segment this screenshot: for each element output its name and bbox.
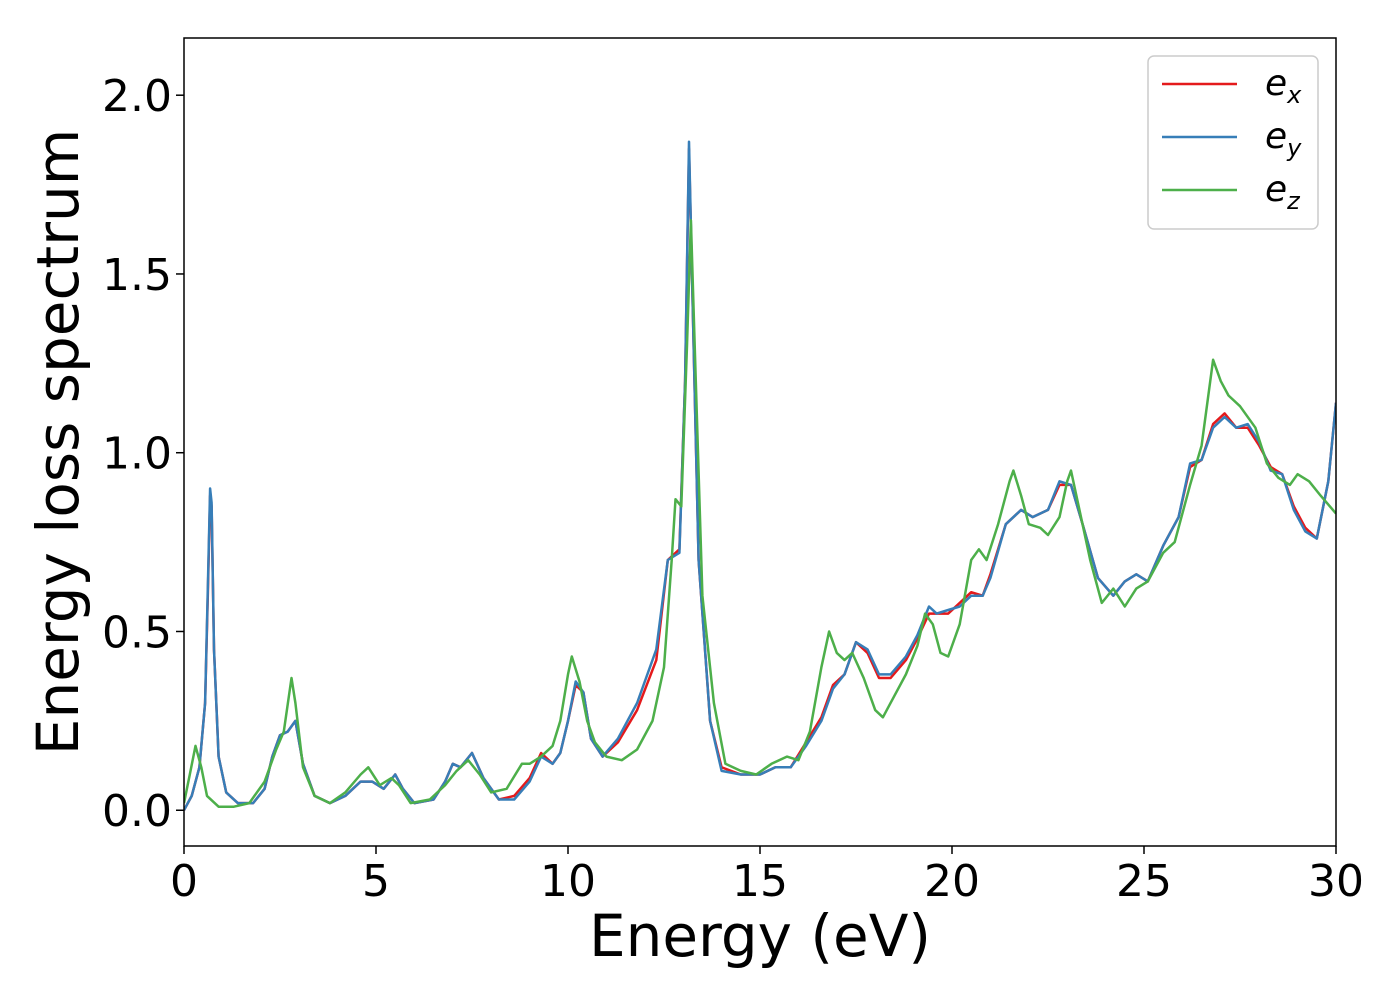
legend-label-x: ex bbox=[1265, 63, 1302, 109]
y-axis-ticks: 0.0 0.5 1.0 1.5 2.0 bbox=[102, 71, 184, 837]
x-tick-label: 5 bbox=[362, 856, 390, 907]
y-tick-label: 0.5 bbox=[102, 607, 172, 658]
legend-label-z: ez bbox=[1265, 169, 1301, 215]
series-layer bbox=[184, 140, 1336, 811]
legend-label-y: ey bbox=[1265, 116, 1302, 162]
y-tick-label: 0.0 bbox=[102, 786, 172, 837]
series-line-z bbox=[184, 219, 1336, 808]
x-axis-title: Energy (eV) bbox=[589, 902, 931, 970]
plot-background bbox=[184, 38, 1336, 846]
x-tick-label: 10 bbox=[540, 856, 596, 907]
legend-frame bbox=[1147, 55, 1319, 230]
x-tick-label: 15 bbox=[732, 856, 788, 907]
y-tick-label: 1.5 bbox=[102, 250, 172, 301]
y-tick-label: 1.0 bbox=[102, 429, 172, 480]
x-tick-label: 20 bbox=[924, 856, 980, 907]
x-tick-label: 25 bbox=[1116, 856, 1172, 907]
x-axis-ticks: 0 5 10 15 20 25 30 bbox=[170, 846, 1364, 907]
y-tick-label: 2.0 bbox=[102, 71, 172, 122]
y-axis-title: Energy loss spectrum bbox=[24, 129, 92, 755]
x-tick-label: 0 bbox=[170, 856, 198, 907]
x-tick-label: 30 bbox=[1308, 856, 1364, 907]
legend: ex ey ez bbox=[1147, 55, 1319, 230]
